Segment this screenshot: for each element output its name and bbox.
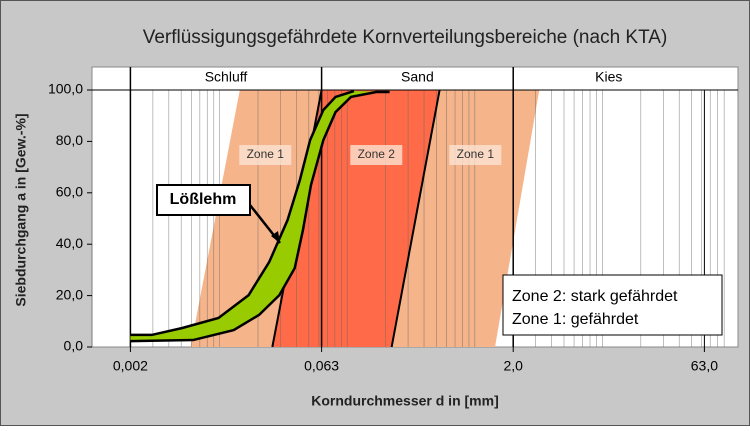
plot-layer: Schluff Sand Kies Zone 1 Zone 2 Zone 1 — [91, 67, 738, 348]
zone-label: Zone 1 — [457, 147, 495, 161]
callout-box — [156, 184, 251, 216]
legend-box — [502, 274, 723, 336]
zone-label-bg — [449, 145, 502, 166]
zone-boundary — [390, 89, 441, 348]
region-label: Schluff — [205, 69, 248, 85]
arrow-head — [271, 231, 280, 243]
zone-label-bg — [350, 145, 403, 166]
y-tick-label: 0,0 — [64, 338, 84, 354]
chart-title: Verflüssigungsgefährdete Kornverteilungs… — [143, 27, 668, 48]
y-tick-label: 80,0 — [56, 132, 83, 148]
region-label: Sand — [401, 69, 434, 85]
y-axis-label: Siebdurchgang a in [Gew.-%] — [13, 113, 29, 306]
region-label: Kies — [595, 69, 622, 85]
band-curve — [130, 90, 390, 343]
callout-label: Lößlehm — [170, 191, 237, 208]
y-tick-label: 60,0 — [56, 184, 83, 200]
x-axis-label: Korndurchmesser d in [mm] — [311, 393, 498, 409]
zone-label: Zone 2 — [358, 147, 396, 161]
y-tick-label: 40,0 — [56, 235, 83, 251]
zone-label-bg — [239, 145, 292, 166]
x-tick-label: 63,0 — [691, 358, 718, 374]
legend-entry: Zone 2: stark gefährdet — [512, 288, 678, 305]
y-tick-label: 20,0 — [56, 286, 83, 302]
x-tick-label: 0,063 — [304, 358, 339, 374]
zone-label: Zone 1 — [247, 147, 285, 161]
x-tick-label: 0,002 — [113, 358, 148, 374]
legend-entry: Zone 1: gefährdet — [512, 311, 639, 328]
x-tick-label: 2,0 — [503, 358, 523, 374]
band-fill — [130, 91, 390, 342]
y-tick-label: 100,0 — [48, 81, 83, 97]
